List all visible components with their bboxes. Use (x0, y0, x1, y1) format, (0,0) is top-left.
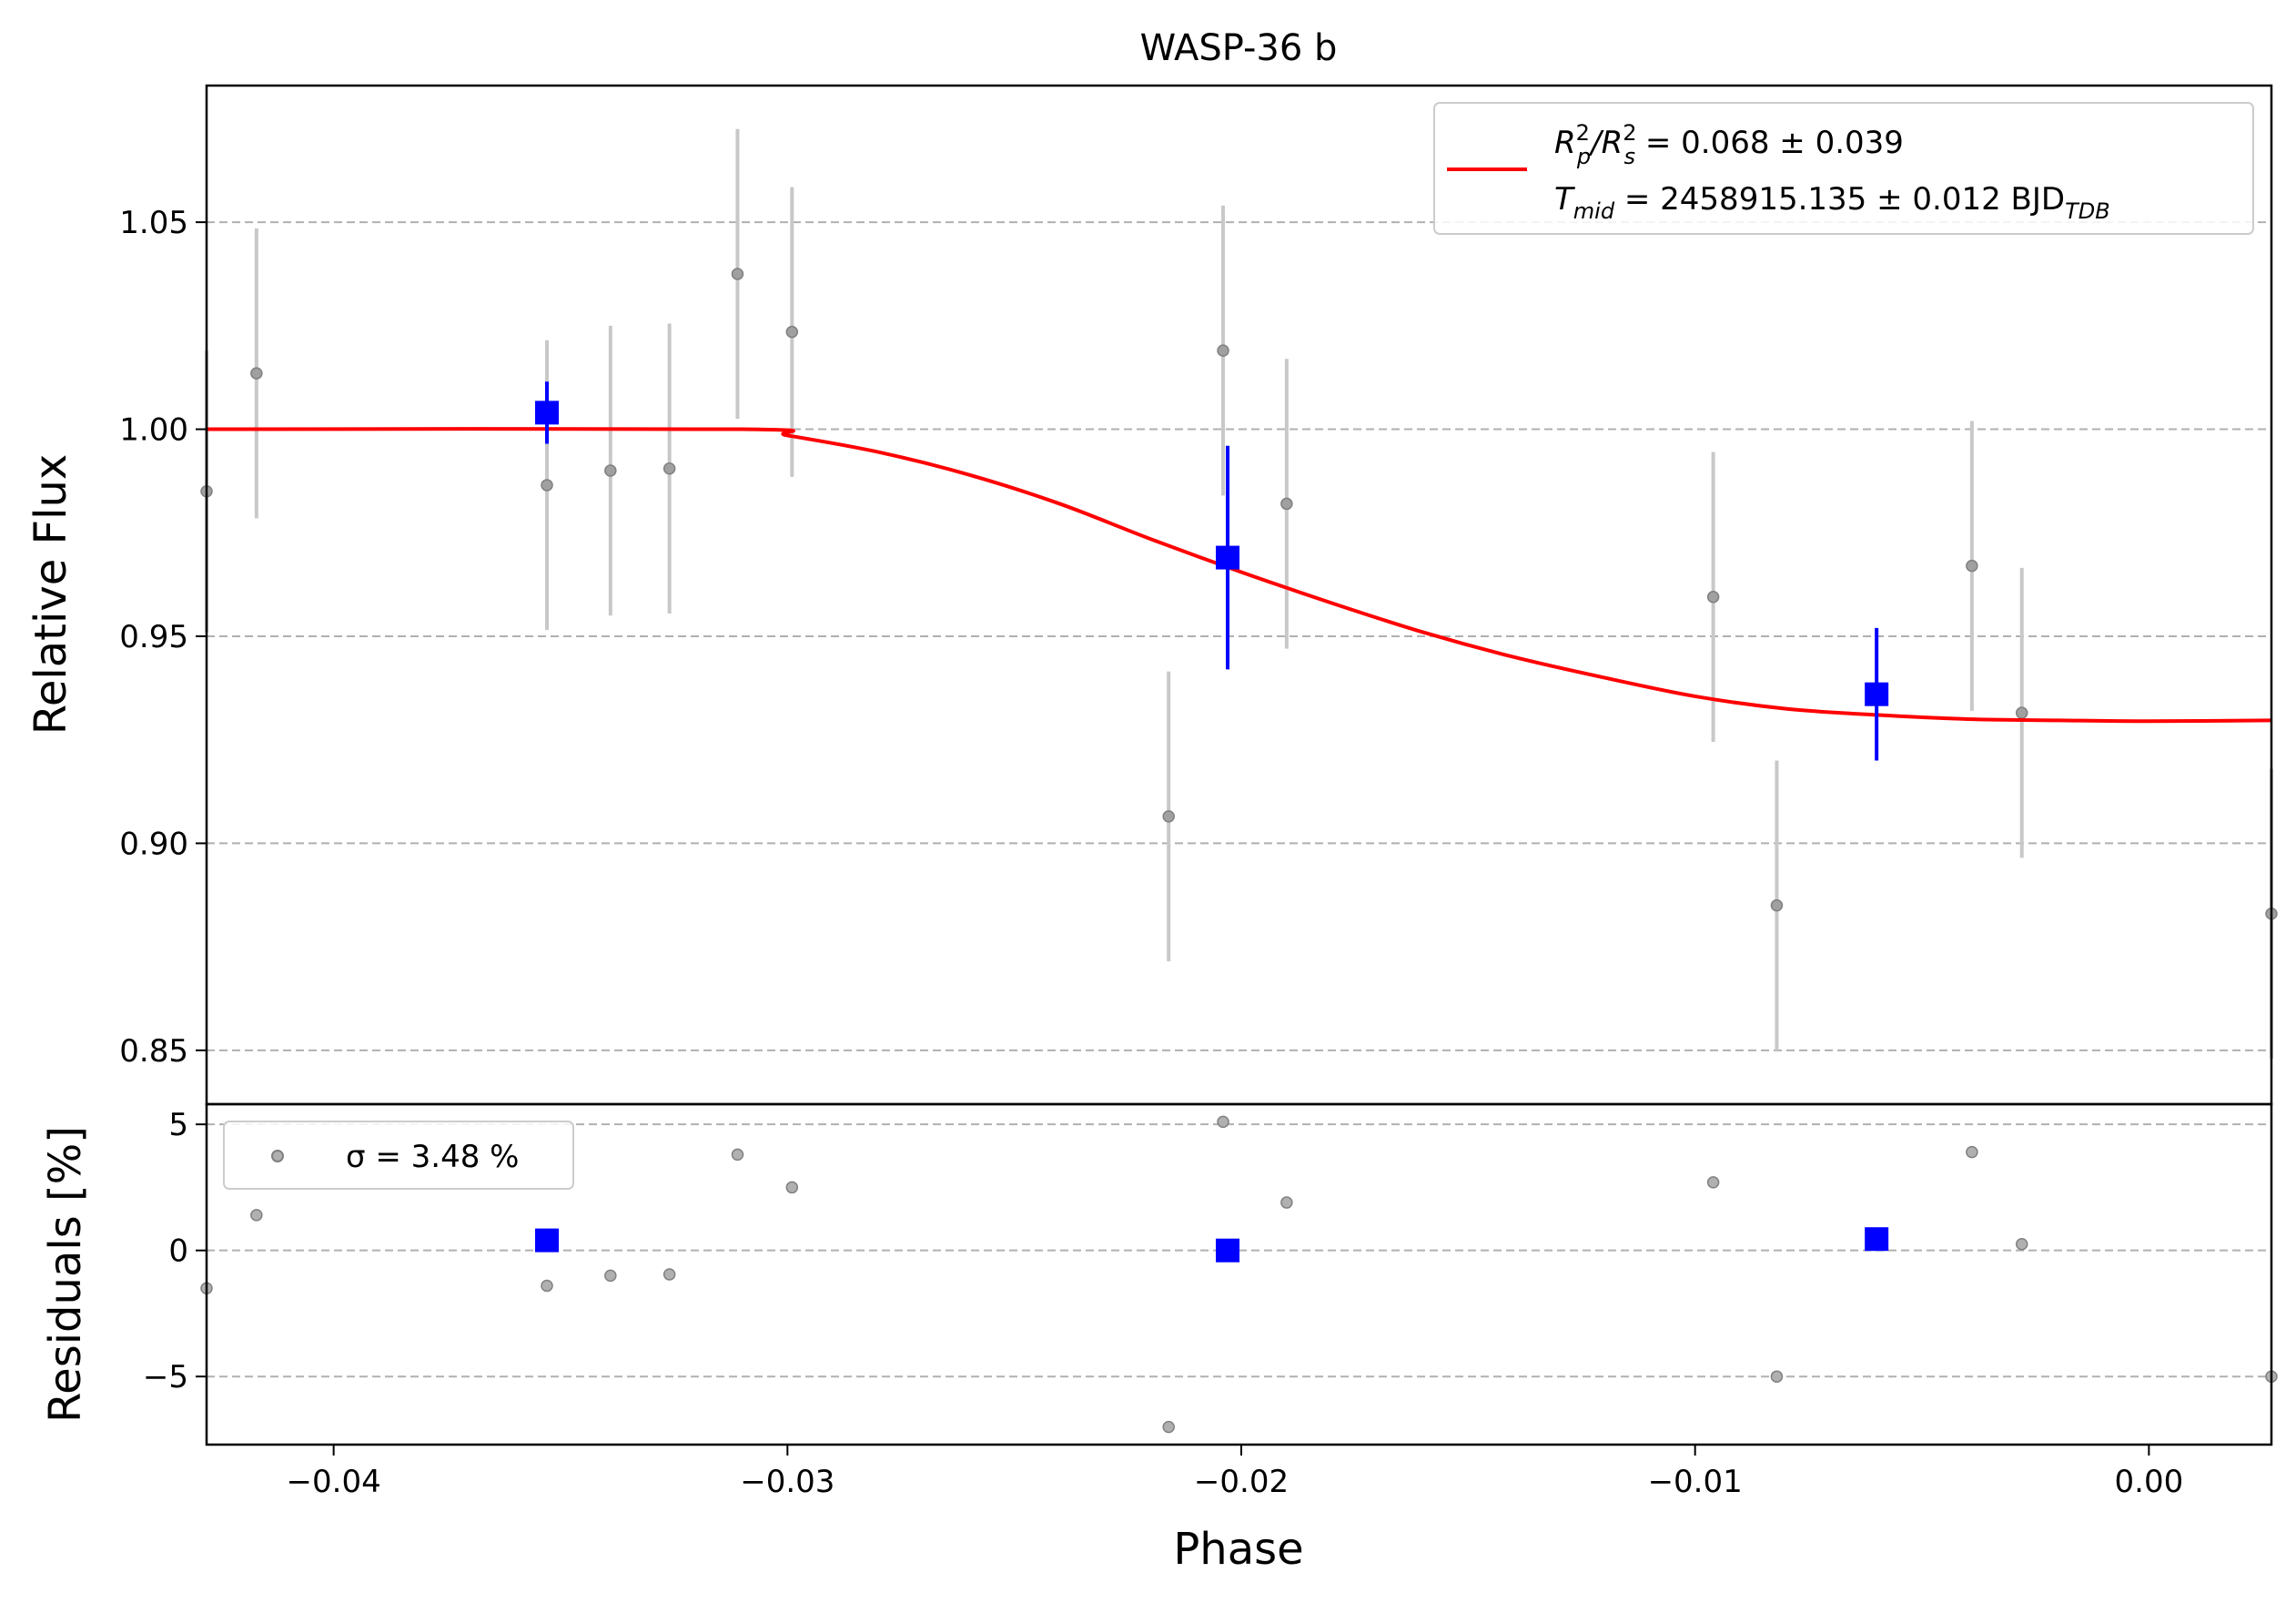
flux-y-tick-label: 0.95 (119, 619, 188, 655)
residuals-y-axis-label: Residuals [%] (40, 1126, 91, 1423)
phase-x-tick-label: −0.01 (1648, 1464, 1743, 1500)
phase-x-axis-label: Phase (1173, 1524, 1303, 1575)
residuals-raw-point (1770, 1370, 1784, 1383)
flux-y-tick-label: 1.00 (119, 412, 188, 449)
residuals-binned-point (535, 1228, 560, 1253)
phase-x-tick-label: −0.04 (287, 1464, 381, 1500)
rs-symbol: /R (1588, 125, 1623, 161)
phase-x-tick-label: −0.02 (1194, 1464, 1289, 1500)
residuals-raw-point (1706, 1176, 1720, 1189)
flux-raw-point (1770, 898, 1784, 912)
flux-y-tick-label: 0.90 (119, 826, 188, 862)
rp-squared: 2 (1576, 120, 1590, 146)
flux-raw-point (663, 462, 676, 475)
flux-raw-point (1966, 559, 1978, 573)
flux-raw-point (1162, 810, 1175, 823)
residuals-y-tick-label: 0 (168, 1233, 188, 1270)
flux-panel-frame (205, 84, 2273, 1106)
residuals-raw-point (663, 1268, 676, 1281)
flux-panel: 0.850.900.951.001.05 Relative Flux R2 p/R… (25, 84, 2278, 1106)
flux-legend: R2 p/R2 s = 0.068 ± 0.039 Tmid = 2458915.1… (1433, 102, 2254, 235)
phase-x-tick-label: −0.03 (740, 1464, 834, 1500)
residuals-raw-point (731, 1148, 744, 1162)
residuals-legend-box (223, 1121, 574, 1190)
residuals-legend: σ = 3.48 % (223, 1121, 574, 1190)
flux-raw-point (250, 367, 263, 380)
residuals-y-tick-label: −5 (143, 1359, 188, 1395)
flux-raw-point (785, 325, 799, 339)
sigma-legend-text: σ = 3.48 % (346, 1139, 519, 1175)
residuals-raw-point (1162, 1420, 1175, 1434)
residuals-raw-point (604, 1269, 617, 1283)
residuals-raw-point (541, 1279, 553, 1293)
transit-model (206, 427, 2272, 724)
residuals-legend-marker (271, 1150, 284, 1162)
flux-raw-point (1217, 344, 1229, 357)
residuals-raw-point (250, 1209, 263, 1222)
residuals-raw-points (200, 1115, 2278, 1434)
flux-raw-points (200, 128, 2278, 1059)
flux-raw-point (1280, 497, 1293, 511)
chart-title: WASP-36 b (1140, 27, 1338, 69)
transit-model-curve (206, 427, 2272, 724)
flux-binned-point (1865, 682, 1889, 706)
residuals-binned-point (1865, 1227, 1889, 1252)
flux-y-axis-label: Relative Flux (25, 454, 76, 736)
rs-subscript: s (1624, 144, 1636, 169)
phase-x-ticks: −0.04 −0.03 −0.02 −0.01 0.00 (287, 1445, 2184, 1500)
flux-y-ticks: 0.85 0.90 0.95 1.00 1.05 (119, 205, 207, 1070)
residuals-binned-point (1216, 1238, 1240, 1263)
flux-y-tick-label: 0.85 (119, 1033, 188, 1070)
residuals-raw-point (2015, 1238, 2028, 1251)
flux-raw-point (1706, 591, 1720, 604)
phase-x-tick-label: 0.00 (2115, 1464, 2184, 1500)
residuals-panel-frame (205, 1102, 2273, 1446)
residuals-raw-point (1966, 1145, 1978, 1159)
flux-y-tick-label: 1.05 (119, 205, 188, 241)
flux-grid (207, 221, 2271, 1051)
flux-binned-points (535, 381, 1889, 761)
flux-raw-point (604, 464, 617, 477)
residuals-y-ticks: −5 0 5 (143, 1107, 207, 1395)
residuals-raw-point (1280, 1196, 1293, 1209)
rp-subscript: p (1576, 144, 1591, 169)
flux-binned-point (535, 401, 560, 425)
tmid-legend-text: Tmid = 2458915.135 ± 0.012 BJDTDB (1554, 181, 2110, 224)
flux-raw-point (731, 268, 744, 280)
rp-symbol: R (1554, 125, 1576, 161)
flux-raw-point (541, 479, 553, 492)
radius-ratio-value: = 0.068 ± 0.039 (1635, 125, 1904, 161)
flux-raw-point (2015, 706, 2028, 719)
flux-binned-point (1216, 545, 1240, 570)
residuals-raw-point (1217, 1115, 1229, 1129)
radius-ratio-legend-text: R2 p/R2 s = 0.068 ± 0.039 (1554, 120, 1904, 169)
bjd-subscript: TDB (2065, 198, 2110, 224)
tmid-value: = 2458915.135 ± 0.012 BJD (1614, 181, 2065, 218)
residuals-binned-points (535, 1227, 1889, 1263)
residuals-y-tick-label: 5 (168, 1107, 188, 1143)
tmid-symbol: T (1554, 181, 1575, 218)
residuals-raw-point (785, 1181, 799, 1194)
residuals-panel: −5 0 5 Residuals [%] σ = 3.48 % (40, 1102, 2278, 1446)
flux-legend-box (1433, 102, 2254, 235)
rs-squared: 2 (1623, 120, 1636, 146)
tmid-subscript: mid (1573, 198, 1615, 224)
